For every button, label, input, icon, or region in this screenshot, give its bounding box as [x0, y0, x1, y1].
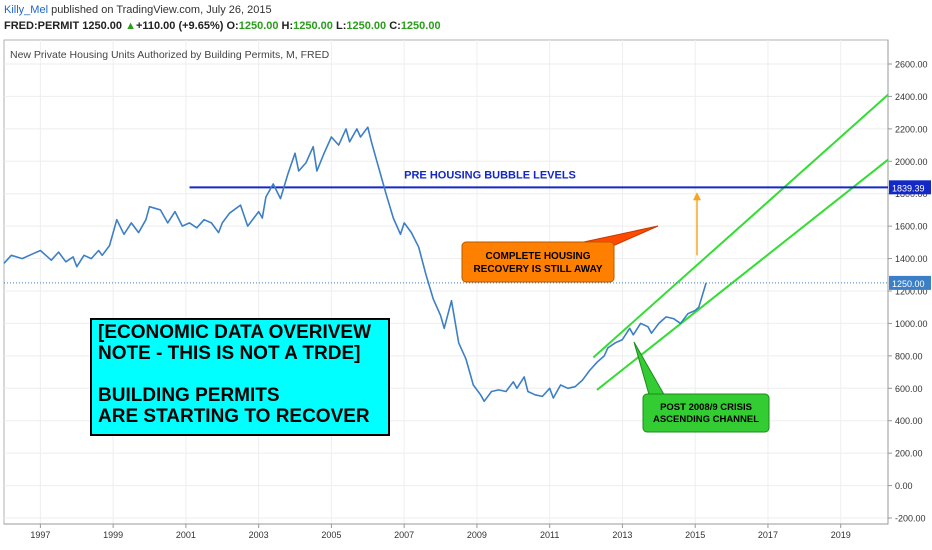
- chart-title: New Private Housing Units Authorized by …: [10, 49, 330, 61]
- y-tick-label: 1600.00: [895, 222, 928, 232]
- low-value: 1250.00: [346, 20, 387, 32]
- ticker-change: +110.00 (+9.65%): [135, 20, 224, 32]
- x-tick-label: 2013: [612, 530, 632, 540]
- y-tick-label: 2600.00: [895, 60, 928, 70]
- permits-series-line: [3, 126, 707, 403]
- y-tick-label: 1400.00: [895, 254, 928, 264]
- orange-callout-box: [461, 241, 615, 283]
- note-line-5: ARE STARTING TO RECOVER: [98, 406, 370, 427]
- x-tick-label: 2001: [176, 530, 196, 540]
- close-value: 1250.00: [400, 20, 441, 32]
- y-tick-label: 1000.00: [895, 319, 928, 329]
- y-tick-label: 800.00: [895, 351, 923, 361]
- open-label: O:: [226, 20, 239, 32]
- up-arrow-icon: ▲: [125, 20, 136, 32]
- orange-callout-line-2: RECOVERY IS STILL AWAY: [473, 264, 602, 275]
- ticker-symbol: FRED:PERMIT: [4, 20, 80, 32]
- green-callout-pointer: [633, 341, 667, 399]
- x-tick-label: 1999: [103, 530, 123, 540]
- high-value: 1250.00: [293, 20, 333, 32]
- y-tick-label: 2200.00: [895, 124, 928, 134]
- x-tick-label: 2011: [540, 530, 559, 540]
- y-tick-label: 2000.00: [895, 157, 928, 167]
- y-tick-label: 0.00: [895, 481, 913, 491]
- x-tick-label: 2015: [685, 530, 705, 540]
- x-tick-label: 2009: [467, 530, 487, 540]
- y-tick-label: 600.00: [895, 384, 923, 394]
- x-tick-label: 2007: [394, 530, 414, 540]
- orange-callout-line-1: COMPLETE HOUSING: [485, 251, 590, 262]
- channel-trend-line: [596, 158, 889, 391]
- author-link[interactable]: Killy_Mel: [4, 4, 49, 16]
- y-tick-label: 400.00: [895, 416, 923, 426]
- ticker-bar: FRED:PERMIT 1250.00 ▲+110.00 (+9.65%) O:…: [4, 19, 441, 34]
- x-tick-label: 2003: [249, 530, 269, 540]
- current-price-tag-label: 1250.00: [892, 279, 925, 289]
- low-label: L:: [335, 20, 347, 32]
- y-tick-label: 200.00: [895, 449, 923, 459]
- green-callout-line-2: ASCENDING CHANNEL: [653, 414, 759, 425]
- y-tick-label: 2400.00: [895, 92, 928, 102]
- note-line-1: [ECONOMIC DATA OVERIVEW: [98, 322, 372, 343]
- publish-info: Killy_Mel published on TradingView.com, …: [4, 3, 272, 18]
- ticker-price: 1250.00: [82, 20, 122, 32]
- level-price-tag: [889, 180, 931, 195]
- x-tick-label: 2017: [758, 530, 778, 540]
- level-price-tag-label: 1839.39: [892, 183, 925, 193]
- y-tick-label: 1200.00: [895, 287, 928, 297]
- x-tick-label: 1997: [30, 530, 50, 540]
- open-value: 1250.00: [238, 20, 279, 32]
- note-line-3: [98, 364, 388, 385]
- close-label: C:: [389, 20, 401, 32]
- x-tick-label: 2005: [321, 530, 341, 540]
- x-tick-label: 2019: [831, 530, 851, 540]
- pre-bubble-level-label: PRE HOUSING BUBBLE LEVELS: [404, 169, 576, 181]
- high-label: H:: [281, 20, 294, 32]
- publish-text: published on TradingView.com, July 26, 2…: [48, 4, 272, 16]
- green-callout-box: [642, 393, 770, 433]
- note-line-4: BUILDING PERMITS: [98, 385, 280, 406]
- target-arrow-head: [693, 192, 702, 201]
- note-box: [ECONOMIC DATA OVERIVEW NOTE - THIS IS N…: [90, 318, 390, 436]
- channel-trend-line: [592, 94, 889, 359]
- note-line-2: NOTE - THIS IS NOT A TRDE]: [98, 343, 361, 364]
- green-callout-line-1: POST 2008/9 CRISIS: [660, 402, 752, 413]
- plot-border: [3, 39, 889, 525]
- current-price-tag: [889, 275, 931, 290]
- y-tick-label: -200.00: [895, 514, 926, 524]
